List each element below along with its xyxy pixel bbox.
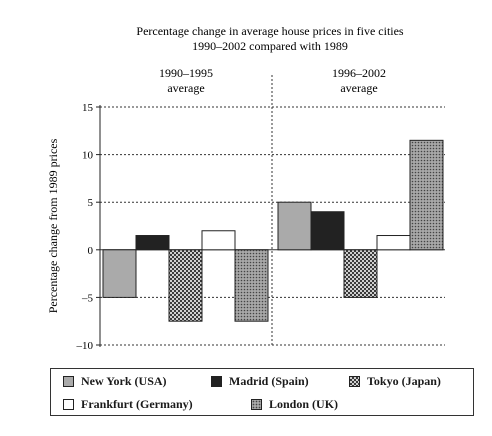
bar-new-york-usa (102, 249, 137, 298)
legend-swatch (349, 376, 360, 387)
bar-frankfurt-germany (201, 230, 236, 251)
legend-label: New York (USA) (81, 374, 167, 388)
chart-subtitle: 1990–2002 compared with 1989 (192, 39, 348, 53)
legend-item-london-uk: London (UK) (251, 397, 338, 412)
legend-label: London (UK) (269, 397, 339, 411)
legend-swatch (63, 399, 74, 410)
y-tick-label: 15 (82, 102, 94, 114)
legend-label: Frankfurt (Germany) (81, 397, 193, 411)
bar-frankfurt-germany (376, 235, 411, 251)
legend-item-frankfurt-germany: Frankfurt (Germany) (63, 397, 193, 412)
bar-new-york-usa (277, 201, 312, 251)
bar-tokyo-japan (168, 249, 203, 322)
legend-label: Madrid (Spain) (229, 374, 309, 388)
legend: New York (USA) Madrid (Spain) Tokyo (Japan… (50, 368, 474, 416)
legend-swatch (211, 376, 222, 387)
period-label: average (167, 81, 204, 95)
chart-title: Percentage change in average house price… (136, 24, 404, 38)
bar-london-uk (409, 139, 444, 251)
y-tick-label: 5 (88, 197, 94, 209)
y-tick-label: 10 (82, 150, 94, 162)
period-label: 1990–1995 (159, 66, 213, 80)
legend-label: Tokyo (Japan) (367, 374, 441, 388)
y-tick-label: –5 (81, 292, 94, 304)
legend-item-new-york-usa: New York (USA) (63, 374, 167, 389)
legend-swatch (251, 399, 262, 410)
period-label: 1996–2002 (332, 66, 386, 80)
bar-madrid-spain (135, 235, 170, 251)
bar-london-uk (234, 249, 269, 322)
legend-swatch (63, 376, 74, 387)
bar-tokyo-japan (343, 249, 378, 298)
y-axis-label: Percentage change from 1989 prices (46, 138, 60, 313)
period-label: average (340, 81, 377, 95)
legend-item-madrid-spain: Madrid (Spain) (211, 374, 309, 389)
y-tick-label: 0 (88, 245, 94, 257)
bar-madrid-spain (310, 211, 345, 251)
y-tick-label: –10 (76, 340, 94, 352)
legend-item-tokyo-japan: Tokyo (Japan) (349, 374, 441, 389)
